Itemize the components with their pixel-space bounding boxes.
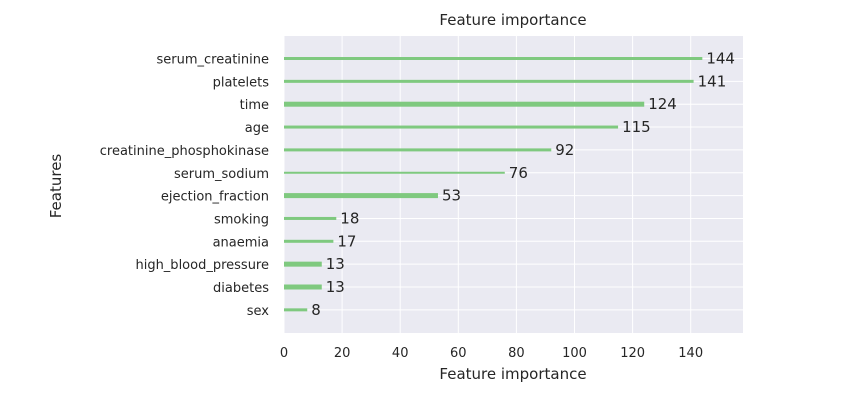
value-label: 115: [622, 118, 651, 136]
y-tick-label: sex: [247, 304, 270, 319]
value-label: 17: [337, 232, 356, 250]
bar: [284, 57, 703, 60]
value-label: 18: [340, 209, 359, 227]
value-label: 8: [311, 301, 321, 319]
x-tick-label: 0: [280, 346, 288, 361]
bars: [284, 57, 703, 312]
y-tick-label: age: [245, 121, 269, 136]
y-tick-label: serum_sodium: [174, 167, 269, 182]
y-tick-label: creatinine_phosphokinase: [100, 144, 269, 159]
y-tick-label: ejection_fraction: [161, 190, 269, 205]
bar: [284, 261, 322, 267]
plot-area: [284, 36, 743, 333]
chart-title: Feature importance: [439, 11, 586, 29]
value-label: 141: [698, 72, 727, 90]
y-tick-label: diabetes: [213, 281, 269, 296]
bar: [284, 193, 438, 199]
value-labels: 144 141 124 115 92 76 53 18 17 13 13 8: [311, 50, 735, 319]
value-label: 92: [555, 141, 574, 159]
y-tick-label: time: [240, 98, 269, 113]
value-label: 53: [442, 187, 461, 205]
x-tick-label: 40: [392, 346, 409, 361]
y-tick-label: platelets: [213, 75, 270, 90]
x-tick-label: 80: [508, 346, 525, 361]
x-tick-labels: 0 20 40 60 80 100 120 140: [280, 346, 703, 361]
bar: [284, 216, 337, 220]
bar: [284, 308, 308, 312]
x-axis-label: Feature importance: [439, 365, 586, 383]
x-tick-label: 120: [620, 346, 645, 361]
value-label: 13: [326, 278, 345, 296]
bar: [284, 171, 505, 174]
y-tick-labels: serum_creatinine platelets time age creatini…: [100, 53, 270, 319]
bar: [284, 125, 619, 129]
value-label: 124: [648, 95, 677, 113]
x-tick-label: 140: [678, 346, 703, 361]
x-tick-label: 60: [450, 346, 467, 361]
value-label: 144: [706, 50, 735, 68]
value-label: 13: [326, 255, 345, 273]
y-axis-label: Features: [47, 154, 65, 219]
bar: [284, 79, 694, 83]
y-tick-label: serum_creatinine: [157, 53, 270, 68]
y-tick-label: anaemia: [213, 235, 269, 250]
bar: [284, 239, 334, 243]
value-label: 76: [509, 164, 528, 182]
y-tick-label: high_blood_pressure: [135, 258, 269, 273]
y-tick-label: smoking: [214, 212, 269, 227]
x-tick-label: 20: [334, 346, 351, 361]
bar: [284, 101, 645, 107]
bar: [284, 148, 552, 152]
x-tick-label: 100: [562, 346, 587, 361]
x-gridlines: [283, 36, 692, 333]
bar: [284, 284, 322, 290]
